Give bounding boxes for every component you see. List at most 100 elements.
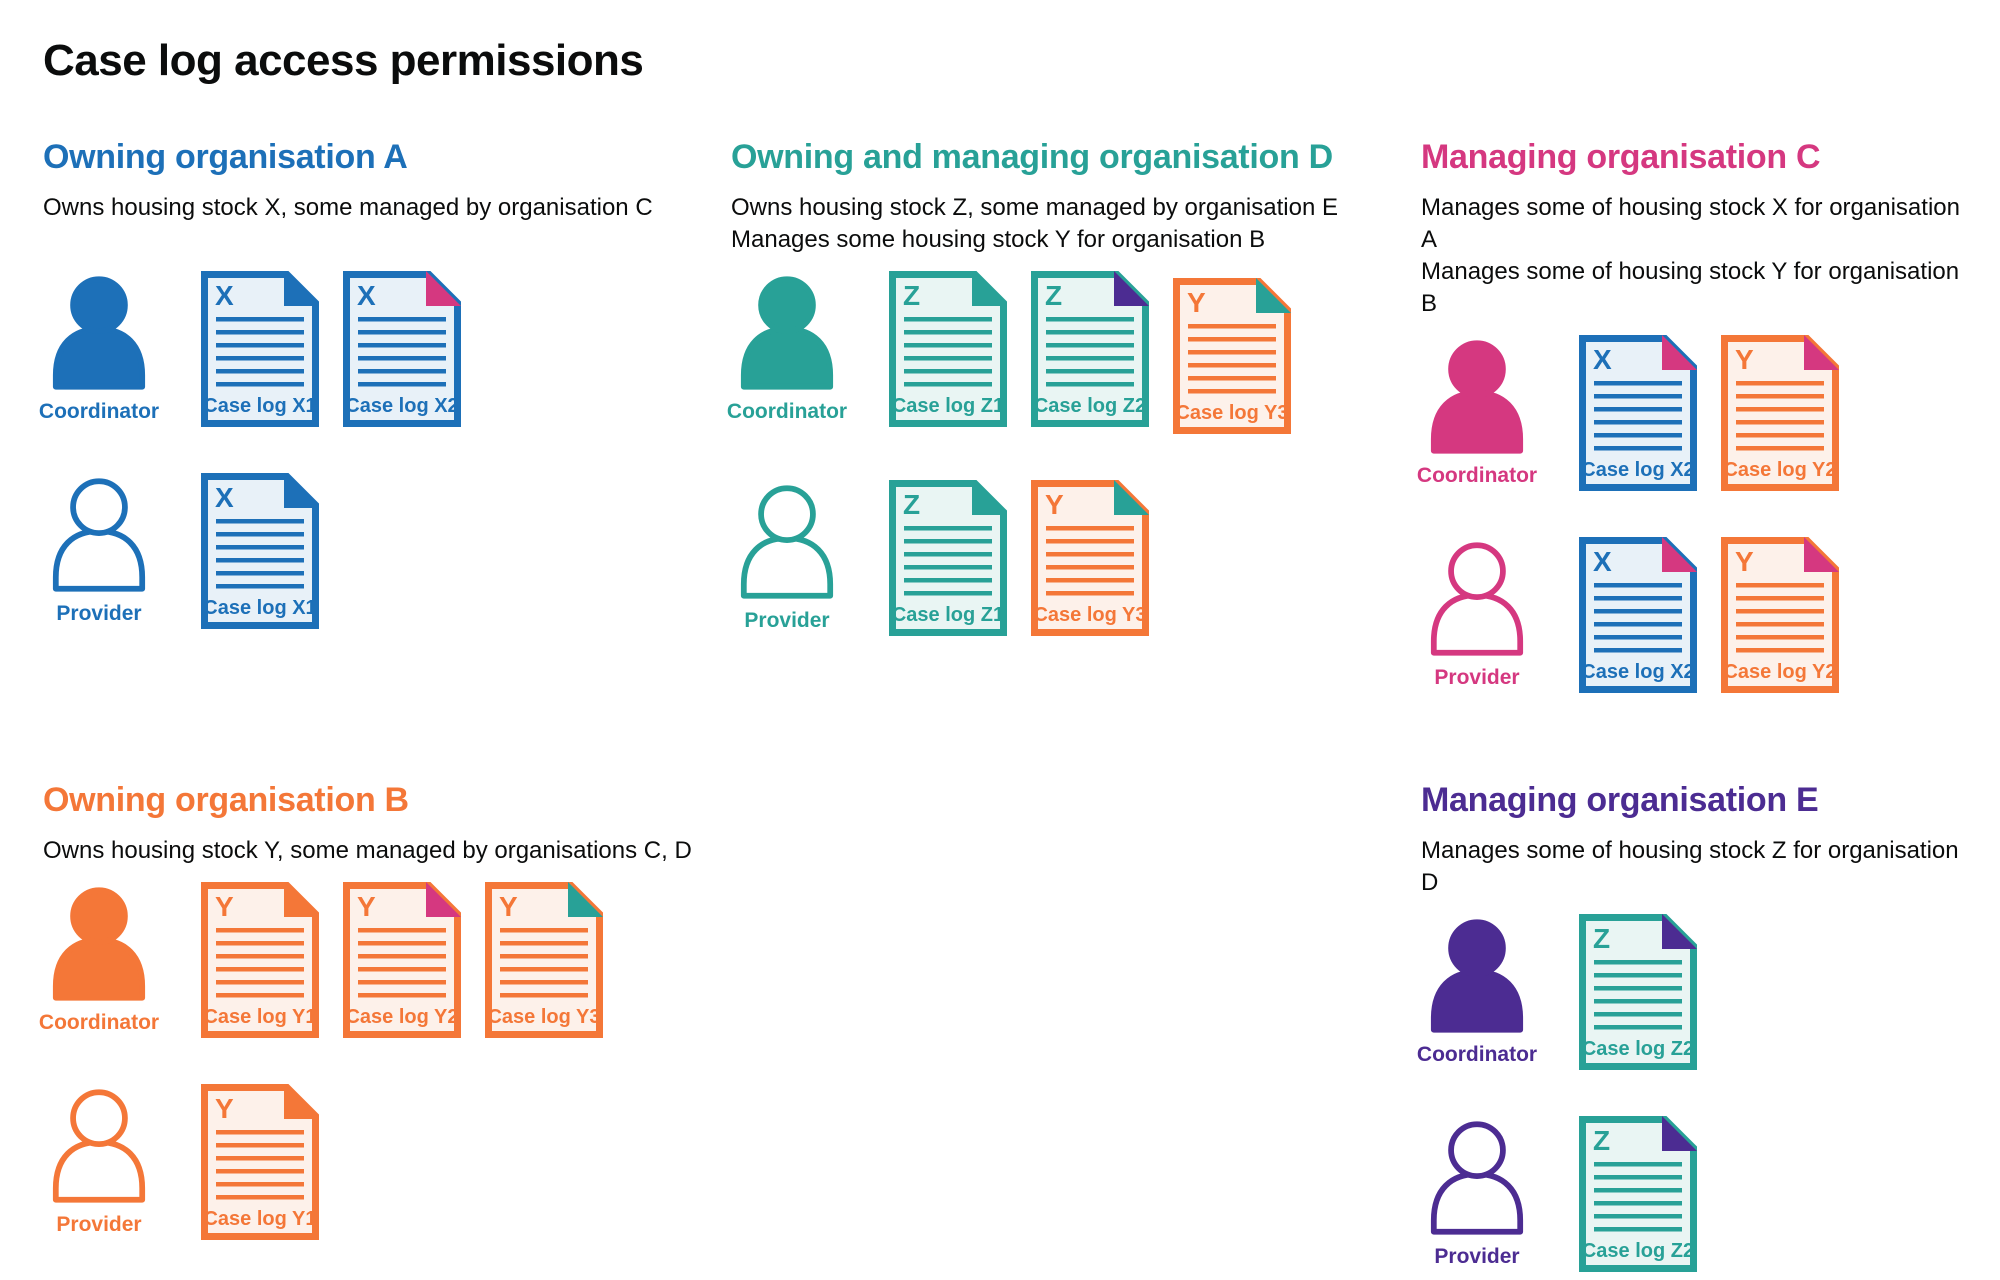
document-text-line xyxy=(216,583,304,589)
case-log-document-icon: X Case log X2 xyxy=(1579,536,1697,693)
document-text-line xyxy=(1046,355,1134,361)
case-log-document-icon: Y Case log Y3 xyxy=(1173,277,1291,434)
case-log-document-icon: Y Case log Y3 xyxy=(485,881,603,1038)
person-head xyxy=(70,477,128,536)
case-log-document-icon: Y Case log Y2 xyxy=(1721,536,1839,693)
document-letter: Z xyxy=(903,280,920,311)
section-heading: Owning and managing organisation D xyxy=(731,137,1333,176)
document-text-line xyxy=(1046,551,1134,557)
document-letter: Z xyxy=(903,489,920,520)
document-text-line xyxy=(1594,582,1682,588)
coordinator-icon xyxy=(1430,918,1524,1033)
document-text-line xyxy=(1736,445,1824,451)
document-text-line xyxy=(1188,375,1276,381)
document-text-line xyxy=(1736,647,1824,653)
document-text-line xyxy=(1594,380,1682,386)
document-text-line xyxy=(904,525,992,531)
coordinator-icon xyxy=(740,275,834,390)
document-text-line xyxy=(500,966,588,972)
section-description-line: Manages some housing stock Y for organis… xyxy=(731,225,1266,253)
document-text-line xyxy=(500,927,588,933)
document-case-log-y1: Y Case log Y1 xyxy=(201,1083,319,1240)
person-role-label: Provider xyxy=(1434,1244,1520,1268)
document-text-line xyxy=(1046,525,1134,531)
provider-icon xyxy=(1430,541,1524,656)
section-org-e: Managing organisation E Manages some of h… xyxy=(1417,780,1981,1272)
document-fold-icon xyxy=(1804,334,1839,370)
documents-group: X Case log X2 Y Case log Y2 xyxy=(1579,536,1839,693)
provider-row: Provider Y Case log Y1 xyxy=(43,1083,731,1240)
document-case-log-y2: Y Case log Y2 xyxy=(343,881,461,1038)
document-text-line xyxy=(1046,316,1134,322)
documents-group: Z Case log Z2 xyxy=(1579,913,1697,1070)
document-fold-icon xyxy=(284,1083,319,1119)
document-caption: Case log Y2 xyxy=(1723,661,1836,683)
document-text-line xyxy=(904,368,992,374)
provider-icon xyxy=(1430,1120,1524,1235)
document-text-line xyxy=(1046,577,1134,583)
person-role-label: Provider xyxy=(1434,665,1520,689)
documents-group: Y Case log Y1 xyxy=(201,1083,319,1240)
document-letter: X xyxy=(215,482,234,513)
coordinator-person: Coordinator xyxy=(1417,339,1537,488)
document-text-line xyxy=(904,590,992,596)
document-text-line xyxy=(358,953,446,959)
document-text-line xyxy=(1736,393,1824,399)
document-text-line xyxy=(216,979,304,985)
coordinator-person: Coordinator xyxy=(39,886,159,1035)
section-description-line: Manages some of housing stock Z for orga… xyxy=(1421,836,1959,896)
section-heading: Managing organisation C xyxy=(1421,137,1821,176)
person-body xyxy=(1430,1170,1524,1235)
document-case-log-x1: X Case log X1 xyxy=(201,270,319,427)
section-org-c: Managing organisation C Manages some of h… xyxy=(1417,137,1981,693)
document-caption: Case log Y3 xyxy=(487,1006,600,1028)
document-letter: Y xyxy=(1187,287,1206,318)
section-description: Owns housing stock X, some managed by or… xyxy=(43,192,731,256)
document-letter: Y xyxy=(1045,489,1064,520)
section-org-d: Owning and managing organisation D Owns h… xyxy=(727,137,1421,693)
person-head xyxy=(1448,918,1506,977)
person-head xyxy=(1448,541,1506,600)
case-log-document-icon: Z Case log Z2 xyxy=(1579,913,1697,1070)
case-log-document-icon: X Case log X2 xyxy=(1579,334,1697,491)
document-letter: Y xyxy=(215,891,234,922)
coordinator-row: Coordinator Z Case log Z2 xyxy=(1417,913,1981,1070)
document-caption: Case log Z1 xyxy=(892,395,1004,417)
person-head xyxy=(758,484,816,543)
person-role-label: Coordinator xyxy=(38,1010,160,1034)
documents-group: Z Case log Z1 Y Case log Y3 xyxy=(889,479,1149,636)
section-heading: Managing organisation E xyxy=(1421,780,1819,819)
document-caption: Case log Z1 xyxy=(892,604,1004,626)
document-letter: Z xyxy=(1045,280,1062,311)
document-text-line xyxy=(1594,445,1682,451)
coordinator-icon xyxy=(1430,339,1524,454)
provider-icon xyxy=(740,484,834,599)
provider-person: Provider xyxy=(43,1088,155,1237)
document-text-line xyxy=(216,316,304,322)
document-caption: Case log Z2 xyxy=(1034,395,1146,417)
document-text-line xyxy=(1046,381,1134,387)
case-log-document-icon: Z Case log Z2 xyxy=(1579,1115,1697,1272)
document-text-line xyxy=(1594,1011,1682,1017)
coordinator-row: Coordinator X Case log X2 Y Case log Y2 xyxy=(1417,334,1981,491)
person-body xyxy=(1430,389,1524,454)
document-text-line xyxy=(1594,621,1682,627)
provider-row: Provider X Case log X2 Y Case log Y2 xyxy=(1421,536,1981,693)
document-case-log-z2: Z Case log Z2 xyxy=(1579,1115,1697,1272)
provider-person: Provider xyxy=(1421,1120,1533,1269)
person-role-label: Provider xyxy=(56,1212,142,1236)
document-text-line xyxy=(1046,538,1134,544)
document-case-log-x1: X Case log X1 xyxy=(201,472,319,629)
document-caption: Case log Y3 xyxy=(1175,402,1288,424)
section-org-b: Owning organisation B Owns housing stock … xyxy=(39,780,731,1272)
document-text-line xyxy=(1594,419,1682,425)
document-case-log-y3: Y Case log Y3 xyxy=(1173,277,1291,434)
document-fold-icon xyxy=(972,270,1007,306)
person-body xyxy=(52,1138,146,1203)
case-log-document-icon: X Case log X1 xyxy=(201,270,319,427)
role-rows: Coordinator Z Case log Z1 Z Case log Z2 Y Case… xyxy=(727,270,1421,636)
case-log-document-icon: Y Case log Y1 xyxy=(201,881,319,1038)
document-fold-icon xyxy=(972,479,1007,515)
provider-row: Provider X Case log X1 xyxy=(43,472,731,629)
case-log-document-icon: Z Case log Z1 xyxy=(889,270,1007,427)
